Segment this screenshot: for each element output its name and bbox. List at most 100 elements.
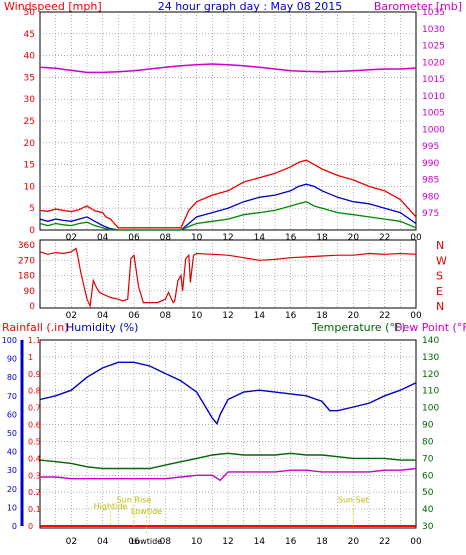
compass-label-N: N (436, 239, 444, 252)
humidity-y-tick-20: 20 (7, 485, 17, 494)
compass-label-W: W (436, 254, 447, 267)
x-tick-label-12: 12 (222, 233, 233, 243)
direction-y-tick-180: 180 (18, 272, 35, 282)
x-tick-label-08: 08 (160, 537, 172, 547)
rain-y-tick-0.7: 0.7 (28, 404, 41, 413)
humidity-axis-title: Humidity (%) (66, 321, 138, 334)
series-gust (39, 159, 417, 229)
barometer-axis-title: Barometer [mb] (374, 0, 462, 13)
wind-panel-grid (40, 12, 416, 230)
climate-panel-axes: 010203040506070809010000.10.20.30.40.50.… (2, 336, 440, 547)
x-tick-label-18: 18 (316, 311, 328, 321)
x-tick-label-06: 06 (128, 537, 140, 547)
humidity-y-tick-70: 70 (7, 392, 17, 401)
x-tick-label-10: 10 (191, 233, 203, 243)
temp-y-tick-60: 60 (422, 471, 434, 481)
temp-y-tick-110: 110 (422, 387, 439, 397)
temp-y-tick-80: 80 (422, 437, 434, 447)
humidity-y-tick-0: 0 (12, 522, 17, 531)
x-tick-label-14: 14 (254, 311, 266, 321)
rain-y-tick-1: 1 (28, 353, 33, 362)
temp-y-tick-70: 70 (422, 454, 434, 464)
x-tick-label-10: 10 (191, 537, 203, 547)
wind-y-tick-35: 35 (24, 73, 35, 83)
annotation-label: Sun Set (338, 495, 369, 504)
baro-y-tick-1015: 1015 (422, 75, 445, 85)
temp-y-tick-90: 90 (422, 421, 434, 431)
humidity-y-tick-100: 100 (2, 336, 17, 345)
rain-y-tick-0.9: 0.9 (28, 370, 41, 379)
wind-y-tick-45: 45 (24, 30, 35, 40)
x-tick-label-16: 16 (285, 311, 297, 321)
wind-y-tick-15: 15 (24, 161, 35, 171)
x-tick-label-02: 02 (66, 537, 77, 547)
x-tick-label-00: 00 (410, 233, 422, 243)
humidity-y-tick-40: 40 (7, 448, 17, 457)
direction-y-tick-0: 0 (29, 302, 35, 312)
wind-y-tick-5: 5 (29, 204, 35, 214)
baro-y-tick-1025: 1025 (422, 42, 445, 52)
humidity-y-tick-50: 50 (7, 429, 17, 438)
series-dewpoint (40, 467, 417, 482)
dewpoint-axis-title: Dew Point (°F) (394, 321, 466, 334)
direction-y-tick-270: 270 (18, 256, 35, 266)
x-tick-label-02: 02 (66, 233, 77, 243)
graph-title: 24 hour graph day : May 08 2015 (158, 0, 343, 13)
baro-y-tick-990: 990 (422, 159, 439, 169)
series-baro (39, 63, 417, 74)
wind-y-tick-0: 0 (29, 226, 35, 236)
wind-y-tick-10: 10 (24, 182, 36, 192)
x-tick-label-20: 20 (348, 233, 360, 243)
baro-y-tick-1000: 1000 (422, 125, 445, 135)
rain-y-tick-0.4: 0.4 (28, 454, 41, 463)
baro-y-tick-985: 985 (422, 176, 439, 186)
x-tick-label-16: 16 (285, 537, 297, 547)
baro-y-tick-1005: 1005 (422, 109, 445, 119)
series-direction (39, 247, 417, 309)
temp-y-tick-140: 140 (422, 336, 439, 346)
rain-y-tick-1.1: 1.1 (28, 336, 41, 345)
wind-y-tick-50: 50 (24, 8, 36, 18)
humidity-y-tick-60: 60 (7, 410, 17, 419)
x-tick-label-08: 08 (160, 311, 172, 321)
x-tick-label-18: 18 (316, 233, 328, 243)
annotation-label: Hightide (94, 502, 128, 511)
x-tick-label-04: 04 (97, 537, 109, 547)
direction-panel-grid (40, 240, 416, 308)
temp-y-tick-50: 50 (422, 488, 434, 498)
x-tick-label-12: 12 (222, 537, 233, 547)
rainfall-axis-title: Rainfall (.in) (2, 321, 69, 334)
temp-y-tick-40: 40 (422, 505, 434, 515)
windspeed-axis-title: Windspeed [mph] (4, 0, 102, 13)
baro-y-tick-1035: 1035 (422, 8, 445, 18)
x-tick-label-20: 20 (348, 311, 360, 321)
x-tick-label-14: 14 (254, 537, 266, 547)
annotation-label: Sun Rise (117, 495, 152, 504)
rain-y-tick-0.6: 0.6 (28, 421, 41, 430)
direction-panel-axes: 0 N 90 E 180 S 270 W 360 N 02 04 06 08 10 12 14 16 18 20 22 0… (18, 239, 447, 321)
wind-y-tick-25: 25 (24, 117, 35, 127)
x-tick-label-06: 06 (128, 233, 140, 243)
rain-y-tick-0.8: 0.8 (28, 387, 41, 396)
temp-y-tick-100: 100 (422, 404, 439, 414)
x-tick-label-12: 12 (222, 311, 233, 321)
wind-panel-axes: 0510152025303540455097598098599099510001… (24, 8, 446, 243)
x-tick-label-00: 00 (410, 537, 422, 547)
wind-panel-series (39, 63, 417, 231)
rain-y-tick-0.2: 0.2 (28, 488, 41, 497)
climate-panel-grid (40, 340, 416, 526)
humidity-y-tick-90: 90 (7, 355, 17, 364)
series-humidity (39, 361, 417, 426)
climate-panel-series (39, 361, 417, 527)
x-tick-label-22: 22 (379, 537, 390, 547)
wind-panel-frame (39, 11, 417, 231)
rain-y-tick-0: 0 (28, 522, 33, 531)
baro-y-tick-1010: 1010 (422, 92, 445, 102)
wind-y-tick-30: 30 (24, 95, 36, 105)
humidity-y-tick-10: 10 (7, 503, 17, 512)
compass-label-S: S (436, 270, 443, 283)
baro-y-tick-975: 975 (422, 209, 439, 219)
humidity-y-tick-80: 80 (7, 373, 17, 382)
rain-y-tick-0.5: 0.5 (28, 437, 41, 446)
